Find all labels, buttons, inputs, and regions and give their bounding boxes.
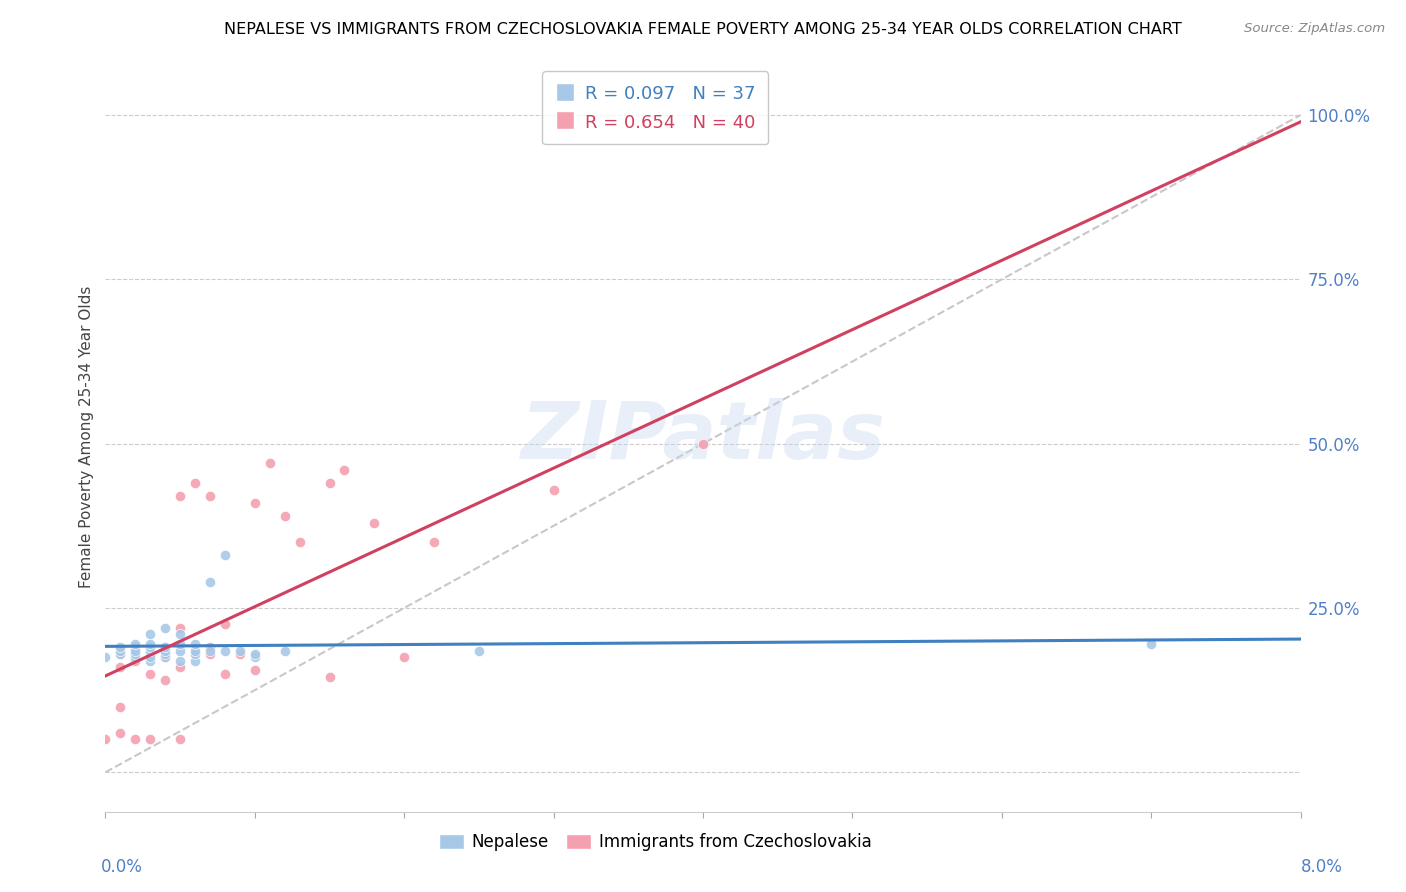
Point bbox=[124, 654, 146, 668]
Point bbox=[139, 650, 162, 665]
Point bbox=[139, 666, 162, 681]
Point bbox=[139, 637, 162, 651]
Point bbox=[110, 726, 132, 740]
Point bbox=[153, 621, 177, 635]
Point bbox=[214, 643, 236, 657]
Point bbox=[243, 647, 266, 661]
Point bbox=[214, 549, 236, 563]
Point bbox=[543, 483, 565, 497]
Text: Source: ZipAtlas.com: Source: ZipAtlas.com bbox=[1244, 22, 1385, 36]
Point bbox=[139, 650, 162, 665]
Point bbox=[363, 516, 385, 530]
Point bbox=[243, 496, 266, 510]
Point bbox=[259, 456, 281, 470]
Point bbox=[184, 643, 207, 657]
Y-axis label: Female Poverty Among 25-34 Year Olds: Female Poverty Among 25-34 Year Olds bbox=[79, 286, 94, 588]
Point bbox=[169, 621, 191, 635]
Point bbox=[333, 463, 356, 477]
Point bbox=[214, 666, 236, 681]
Point bbox=[692, 436, 714, 450]
Text: 8.0%: 8.0% bbox=[1301, 858, 1343, 876]
Point bbox=[169, 627, 191, 641]
Point bbox=[229, 647, 252, 661]
Text: 0.0%: 0.0% bbox=[101, 858, 143, 876]
Point bbox=[214, 617, 236, 632]
Legend: Nepalese, Immigrants from Czechoslovakia: Nepalese, Immigrants from Czechoslovakia bbox=[430, 825, 880, 860]
Point bbox=[110, 643, 132, 657]
Point bbox=[153, 640, 177, 655]
Point bbox=[110, 647, 132, 661]
Point bbox=[139, 627, 162, 641]
Point bbox=[153, 647, 177, 661]
Point bbox=[153, 643, 177, 657]
Point bbox=[184, 647, 207, 661]
Point bbox=[198, 643, 221, 657]
Point bbox=[124, 732, 146, 747]
Point bbox=[198, 574, 221, 589]
Point bbox=[139, 643, 162, 657]
Point bbox=[169, 643, 191, 657]
Point bbox=[198, 489, 221, 503]
Point bbox=[124, 643, 146, 657]
Point bbox=[124, 637, 146, 651]
Point bbox=[153, 673, 177, 688]
Point bbox=[423, 535, 446, 549]
Point bbox=[288, 535, 311, 549]
Point bbox=[169, 654, 191, 668]
Text: NEPALESE VS IMMIGRANTS FROM CZECHOSLOVAKIA FEMALE POVERTY AMONG 25-34 YEAR OLDS : NEPALESE VS IMMIGRANTS FROM CZECHOSLOVAK… bbox=[224, 22, 1182, 37]
Point bbox=[153, 650, 177, 665]
Point bbox=[153, 650, 177, 665]
Point bbox=[153, 640, 177, 655]
Text: ZIPatlas: ZIPatlas bbox=[520, 398, 886, 476]
Point bbox=[198, 640, 221, 655]
Point bbox=[139, 647, 162, 661]
Point bbox=[110, 640, 132, 655]
Point bbox=[139, 654, 162, 668]
Point bbox=[184, 637, 207, 651]
Point bbox=[318, 476, 340, 491]
Point bbox=[392, 650, 416, 665]
Point bbox=[468, 643, 491, 657]
Point bbox=[110, 699, 132, 714]
Point bbox=[273, 643, 295, 657]
Point bbox=[243, 664, 266, 678]
Point bbox=[169, 489, 191, 503]
Point bbox=[139, 640, 162, 655]
Point bbox=[243, 650, 266, 665]
Point bbox=[124, 640, 146, 655]
Point bbox=[184, 647, 207, 661]
Point bbox=[169, 732, 191, 747]
Point bbox=[124, 650, 146, 665]
Point bbox=[110, 647, 132, 661]
Point bbox=[184, 654, 207, 668]
Point bbox=[169, 637, 191, 651]
Point bbox=[169, 660, 191, 674]
Point bbox=[110, 660, 132, 674]
Point bbox=[318, 670, 340, 684]
Point bbox=[273, 508, 295, 523]
Point bbox=[1140, 637, 1163, 651]
Point bbox=[139, 732, 162, 747]
Point bbox=[94, 732, 117, 747]
Point bbox=[198, 647, 221, 661]
Point bbox=[94, 650, 117, 665]
Point bbox=[229, 643, 252, 657]
Point bbox=[124, 647, 146, 661]
Point bbox=[184, 476, 207, 491]
